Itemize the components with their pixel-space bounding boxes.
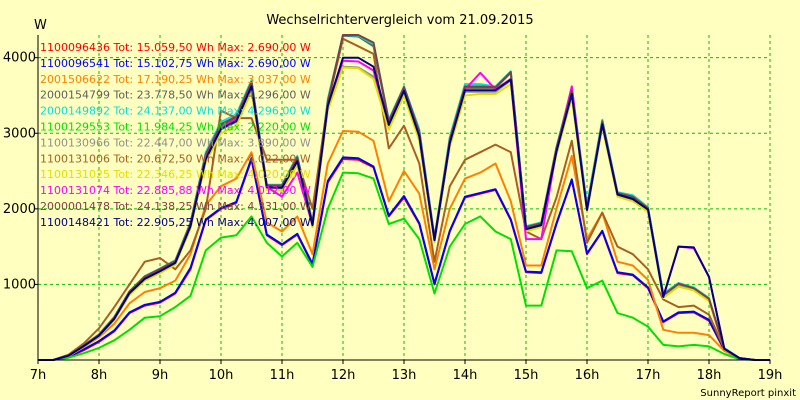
series-line-2001506622 [38,130,770,361]
x-tick-label: 10h [209,368,234,383]
legend-entry-1100129553: 1100129553 Tot: 11.984,25 Wh Max: 2.220,… [40,121,311,134]
y-tick-label: 1000 [3,277,36,292]
x-tick-label: 16h [575,368,600,383]
legend-entry-2001506622: 2001506622 Tot: 17.190,25 Wh Max: 3.037,… [40,73,311,86]
legend-entry-2000001478: 2000001478 Tot: 24.138,25 Wh Max: 4.331,… [40,200,311,213]
x-tick-label: 18h [697,368,722,383]
series-line-1100148421 [38,56,770,361]
legend-entry-2000154799: 2000154799 Tot: 23.778,50 Wh Max: 4.296,… [40,89,311,102]
series-line-1100131006 [38,37,770,361]
legend-entry-1100131006: 1100131006 Tot: 20.672,50 Wh Max: 4.022,… [40,152,311,165]
legend-entry-1100096436: 1100096436 Tot: 15.059,50 Wh Max: 2.690,… [40,41,311,54]
legend: 1100096436 Tot: 15.059,50 Wh Max: 2.690,… [40,41,311,229]
x-tick-label: 8h [91,368,108,383]
x-tick-label: 12h [331,368,356,383]
legend-entry-2000149892: 2000149892 Tot: 24.137,00 Wh Max: 4.296,… [40,105,311,118]
x-tick-label: 7h [30,368,47,383]
x-tick-label: 15h [514,368,539,383]
x-tick-label: 17h [636,368,661,383]
x-tick-label: 11h [270,368,295,383]
series-line-1100096541 [38,156,770,361]
grid [38,35,771,360]
axes: 7h 8h 9h 10h 11h 12h 13h 14h 15h 16h 17h 18h 19h 1000… [3,35,782,383]
legend-entry-1100148421: 1100148421 Tot: 22.905,25 Wh Max: 4.007,… [40,216,311,229]
y-axis-unit: W [34,18,47,33]
chart-title: Wechselrichtervergleich vom 21.09.2015 [266,13,533,28]
series-line-2000001478 [38,34,770,361]
x-tick-label: 19h [758,368,783,383]
footer-text: SunnyReport pinxit [700,388,796,399]
x-tick-label: 13h [392,368,417,383]
y-tick-label: 4000 [3,51,36,66]
series-lines [38,34,770,361]
y-tick-label: 2000 [3,202,36,217]
legend-entry-1100096541: 1100096541 Tot: 15.102,75 Wh Max: 2.690,… [40,57,311,70]
y-tick-label: 3000 [3,126,36,141]
x-tick-label: 9h [152,368,169,383]
legend-entry-1100131025: 1100131025 Tot: 22.346,25 Wh Max: 4.020,… [40,168,311,181]
legend-entry-1100131074: 1100131074 Tot: 22.885,88 Wh Max: 4.012,… [40,184,311,197]
legend-entry-1100130966: 1100130966 Tot: 22.447,00 Wh Max: 3.890,… [40,136,311,149]
x-tick-label: 14h [453,368,478,383]
series-line-1100129553 [38,171,770,361]
